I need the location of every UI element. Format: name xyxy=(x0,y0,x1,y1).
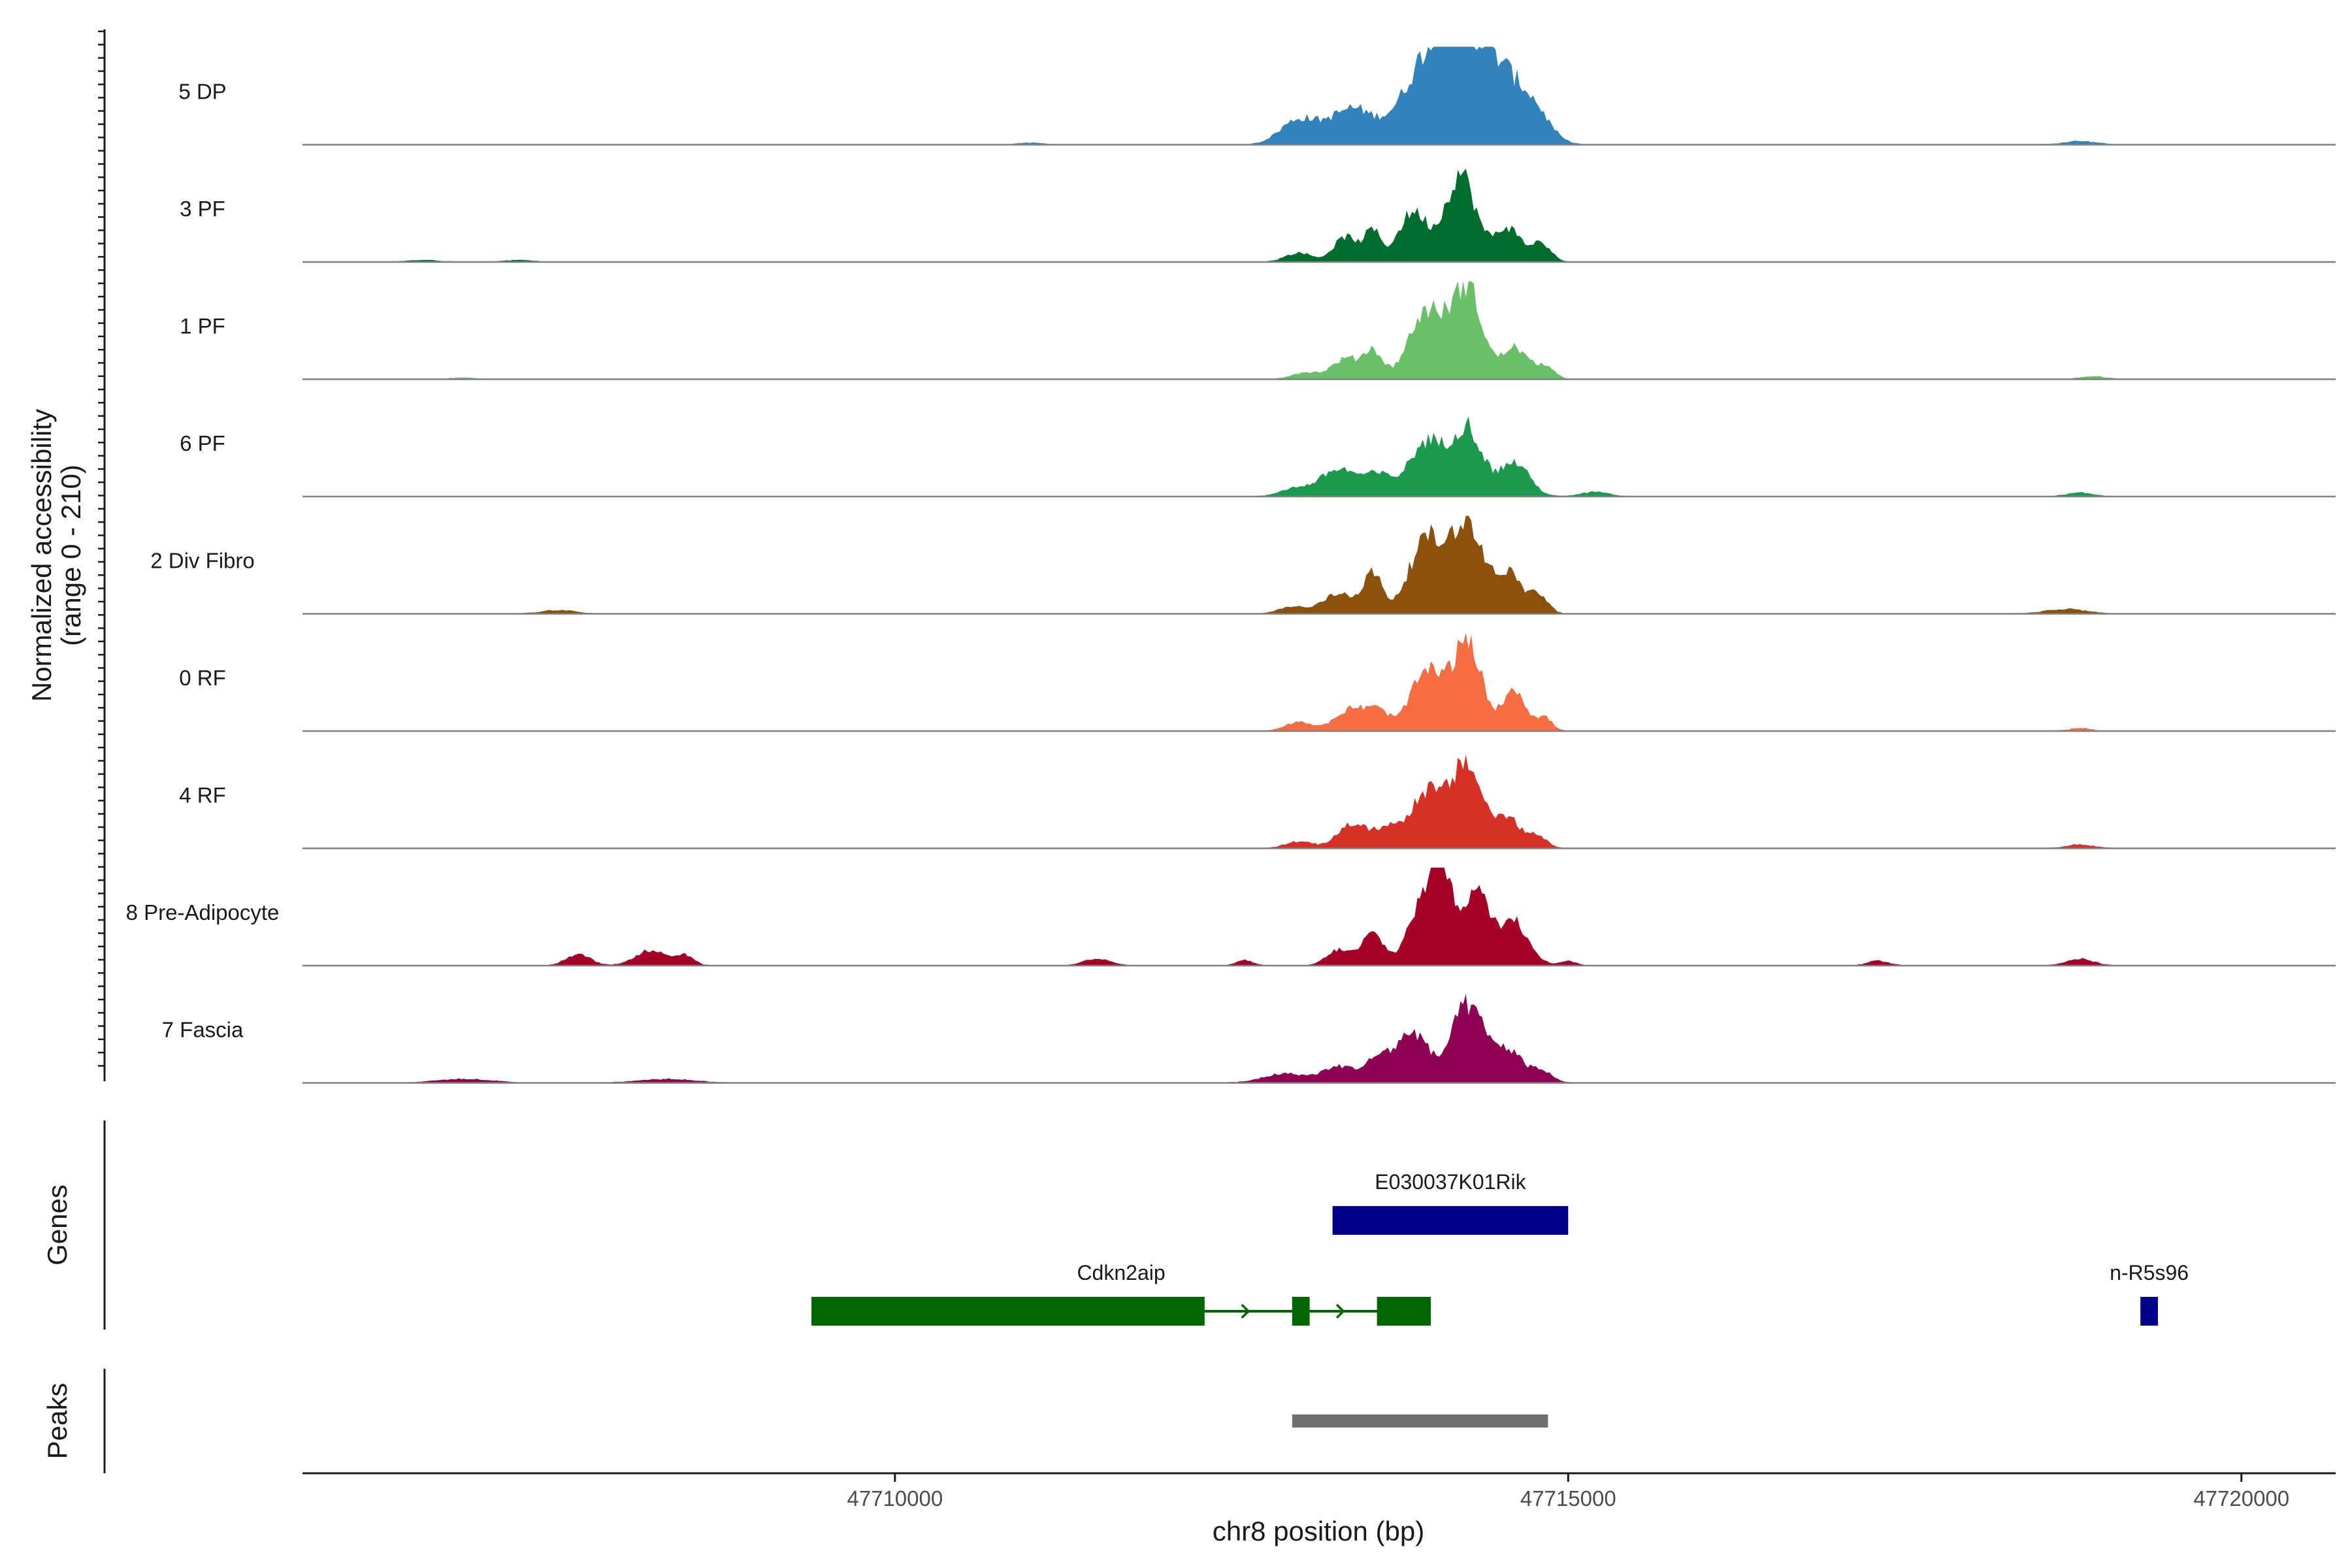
gene-exon xyxy=(1292,1297,1310,1326)
track-5-dp: 5 DP xyxy=(178,46,2336,146)
track-label: 3 PF xyxy=(180,197,225,221)
accessibility-y-axis xyxy=(98,29,106,1081)
y-axis-title: Normalized accessibility xyxy=(26,409,57,702)
track-4-rf: 4 RF xyxy=(179,755,2336,849)
track-label: 0 RF xyxy=(179,666,226,690)
gene-exon xyxy=(1332,1206,1569,1235)
track-label: 5 DP xyxy=(178,80,226,104)
track-label: 6 PF xyxy=(180,431,225,455)
accessibility-tracks: 5 DP 3 PF 1 PF 6 PF 2 Div Fibro 0 RF 4 RF 8 Pre… xyxy=(126,46,2336,1084)
track-2-div-fibro: 2 Div Fibro xyxy=(150,515,2336,615)
accessibility-y-ticks xyxy=(98,30,105,1067)
accessibility-axis-title: Normalized accessibility (range 0 - 210) xyxy=(26,409,86,702)
track-0-rf: 0 RF xyxy=(179,633,2336,732)
track-6-pf: 6 PF xyxy=(180,416,2336,498)
gene-models: E030037K01Rik Cdkn2aip n-R5s96 xyxy=(811,1170,2189,1326)
gene-cdkn2aip: Cdkn2aip xyxy=(811,1261,1431,1326)
x-tick-label: 47715000 xyxy=(1520,1486,1616,1511)
track-label: 8 Pre-Adipocyte xyxy=(126,900,280,924)
peaks-track-label: Peaks xyxy=(42,1383,73,1460)
gene-e030037k01rik: E030037K01Rik xyxy=(1332,1170,1569,1235)
genes-panel: Genes E030037K01Rik Cdkn2aip n-R5s96 xyxy=(42,1120,2189,1330)
strand-arrow xyxy=(1241,1303,1250,1319)
genomic-x-axis: 47710000 47715000 47720000 chr8 position (… xyxy=(302,1472,2336,1546)
track-label: 4 RF xyxy=(179,783,226,808)
gene-label: E030037K01Rik xyxy=(1375,1170,1526,1194)
x-axis-title: chr8 position (bp) xyxy=(1213,1516,1425,1546)
gene-exon xyxy=(811,1297,1205,1326)
track-8-pre-adipocyte: 8 Pre-Adipocyte xyxy=(126,868,2336,967)
track-label: 7 Fascia xyxy=(162,1018,244,1042)
gene-n-r5s96: n-R5s96 xyxy=(2110,1261,2189,1326)
track-1-pf: 1 PF xyxy=(180,281,2336,380)
track-3-pf: 3 PF xyxy=(180,169,2336,263)
y-axis-range: (range 0 - 210) xyxy=(56,465,86,646)
peaks-panel: Peaks xyxy=(42,1369,1548,1473)
gene-label: Cdkn2aip xyxy=(1077,1261,1165,1284)
x-tick-label: 47710000 xyxy=(847,1486,943,1511)
track-7-fascia: 7 Fascia xyxy=(162,994,2336,1084)
x-axis-ticks: 47710000 47715000 47720000 xyxy=(847,1473,2289,1511)
x-tick-label: 47720000 xyxy=(2193,1486,2289,1511)
gene-exon xyxy=(1377,1297,1431,1326)
track-label: 1 PF xyxy=(180,314,225,338)
gene-label: n-R5s96 xyxy=(2110,1261,2189,1284)
gene-exon xyxy=(2140,1297,2158,1326)
strand-arrow xyxy=(1335,1303,1345,1319)
genes-track-label: Genes xyxy=(42,1184,73,1266)
track-label: 2 Div Fibro xyxy=(150,549,255,573)
